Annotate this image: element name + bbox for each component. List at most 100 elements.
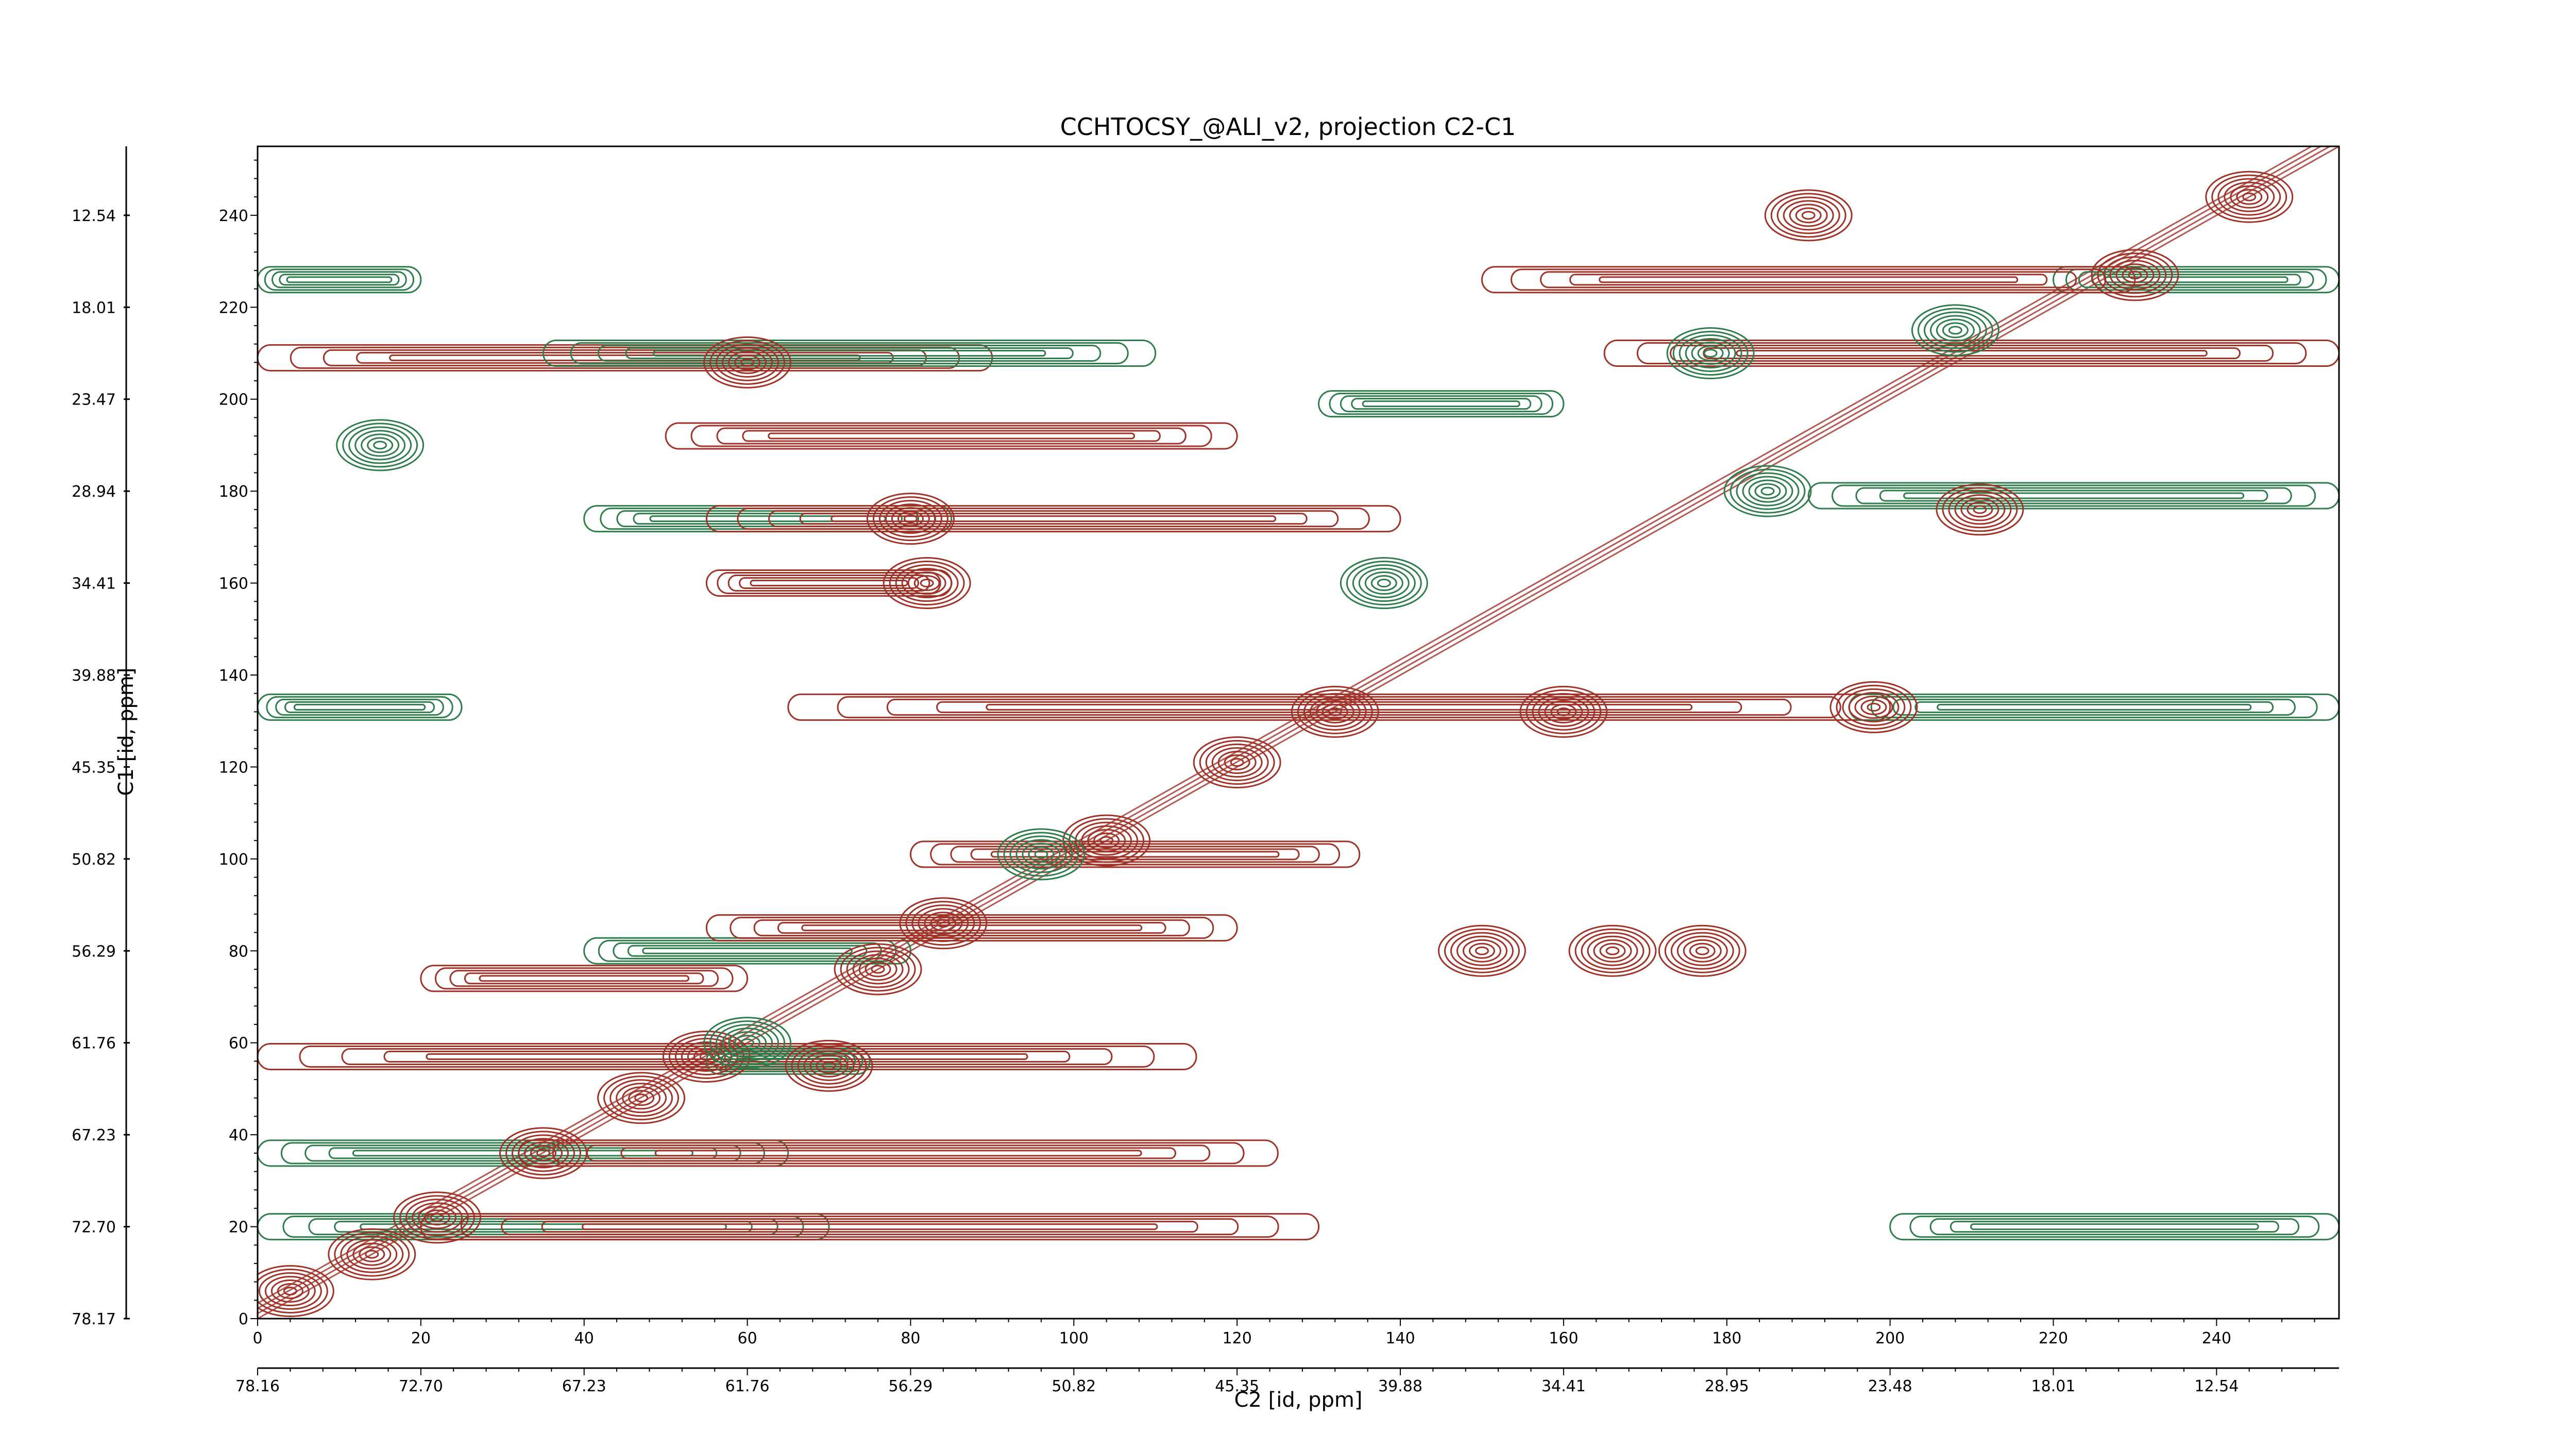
peak-contour (1599, 942, 1626, 959)
y-index-tick-label: 180 (219, 483, 248, 501)
peak-contour (1730, 468, 1806, 514)
peak-contour (1081, 825, 1132, 856)
peak-contour (597, 1072, 686, 1124)
peak-contour (2230, 185, 2269, 209)
peak-contour (524, 1141, 563, 1165)
ridge-contour (909, 840, 1361, 868)
ridge-contour (2065, 268, 2327, 291)
y-index-tick-label: 20 (229, 1219, 248, 1237)
ridge-contour (1889, 1213, 2339, 1241)
peak-contour (1923, 311, 1987, 349)
peak-contour (699, 1052, 714, 1061)
y-ppm-tick-label: 12.54 (72, 207, 116, 225)
peak-contour (1783, 200, 1834, 231)
x-ppm-tick-label: 56.29 (889, 1377, 933, 1395)
ridge-contour (460, 1216, 1279, 1238)
peak-contour (997, 828, 1086, 881)
peak-contour (1475, 946, 1489, 955)
peak-contour (1028, 846, 1055, 863)
peak-contour (734, 354, 761, 370)
ridge-contour (266, 696, 453, 718)
ridge-contour (654, 1150, 1142, 1157)
peak-contour (1568, 924, 1657, 977)
peak-contour (2109, 260, 2161, 291)
peak-contour (681, 1041, 732, 1072)
peak-contour (1695, 946, 1709, 955)
ridge-contour (799, 513, 1308, 525)
peak-contour (1703, 348, 1718, 358)
x-ppm-tick-label: 78.16 (235, 1377, 280, 1395)
ridge-contour (1599, 276, 2019, 283)
peak-contour (1468, 942, 1495, 959)
ridge-contour (597, 344, 1101, 362)
peak-contour (616, 1083, 667, 1114)
peak-contour (512, 1134, 575, 1172)
ridge-contour (936, 701, 1742, 713)
ridge-contour (1329, 393, 1554, 415)
peak-contour (1193, 736, 1281, 788)
ridge-contour (334, 1221, 753, 1233)
peak-contour (1022, 843, 1061, 866)
peak-contour (1538, 696, 1589, 727)
peak-contour (1075, 821, 1139, 860)
peak-contour (1099, 836, 1114, 845)
peak-contour (1015, 839, 1067, 870)
ridge-contour (420, 1213, 1320, 1241)
peak-contour (816, 1057, 842, 1074)
x-index-tick-label: 140 (1385, 1329, 1415, 1347)
peak-contour (1658, 924, 1747, 977)
ridge-contour (449, 970, 719, 987)
peak-contour (354, 430, 406, 461)
x-index-tick-label: 180 (1712, 1329, 1741, 1347)
peak-contour (1685, 338, 1736, 368)
peak-contour (903, 514, 918, 524)
peak-contour (505, 1131, 582, 1176)
x-axis-label: C2 [id, ppm] (1234, 1388, 1363, 1412)
ridge-contour (930, 843, 1341, 866)
peak-contour (1437, 924, 1526, 977)
peak-contour (1303, 693, 1367, 731)
peak-contour (634, 1093, 649, 1103)
peak-contour (1034, 850, 1048, 859)
peak-contour (1936, 318, 1975, 342)
peak-contour (2205, 171, 2294, 223)
peak-contour (809, 1054, 849, 1077)
x-axis: 0 20 40 60 80 100 120 140 160 180 200 220 240 (252, 1319, 2315, 1347)
peak-contour (2242, 192, 2257, 201)
peak-contour (866, 493, 955, 545)
peak-contour (1315, 700, 1354, 723)
y-ppm-tick-label: 72.70 (72, 1219, 116, 1237)
x-ppm-tick-label: 12.54 (2194, 1377, 2239, 1395)
y-index-tick-label: 100 (219, 851, 248, 869)
ridge-contour (750, 580, 908, 587)
peak-contour (899, 897, 988, 950)
ridge-contour (1569, 274, 2048, 286)
peak-contour (270, 1279, 310, 1303)
peak-contour (1683, 939, 1722, 963)
peak-contour (418, 1206, 457, 1229)
peak-contour (336, 419, 425, 471)
ridge-contour (1481, 266, 2136, 294)
peak-contour (1462, 939, 1501, 963)
peak-contour (2097, 252, 2173, 298)
ridge-contour (1540, 271, 2077, 289)
peak-contour (2091, 249, 2179, 301)
peak-contour (334, 1232, 410, 1277)
ridge-contour (1909, 1216, 2320, 1238)
ridge-contour (434, 967, 734, 990)
y-axis: 0 78.17 20 72.70 40 67.23 60 61.76 80 56.29 100 50.… (72, 146, 258, 1328)
plot-area (258, 146, 2339, 1319)
peak-contour (871, 965, 885, 974)
ridge-contour (727, 575, 930, 592)
peak-contour (1689, 942, 1716, 959)
peak-contour (1093, 832, 1120, 849)
ridge-contour (742, 430, 1161, 442)
peak-contour (2224, 181, 2275, 212)
peak-contour (918, 908, 969, 939)
y-ppm-tick-label: 28.94 (72, 483, 116, 501)
peak-contour (1291, 685, 1379, 738)
x-ppm-tick-label: 34.41 (1541, 1377, 1586, 1395)
peak-contour (346, 1239, 398, 1270)
peak-contour (1691, 341, 1730, 365)
